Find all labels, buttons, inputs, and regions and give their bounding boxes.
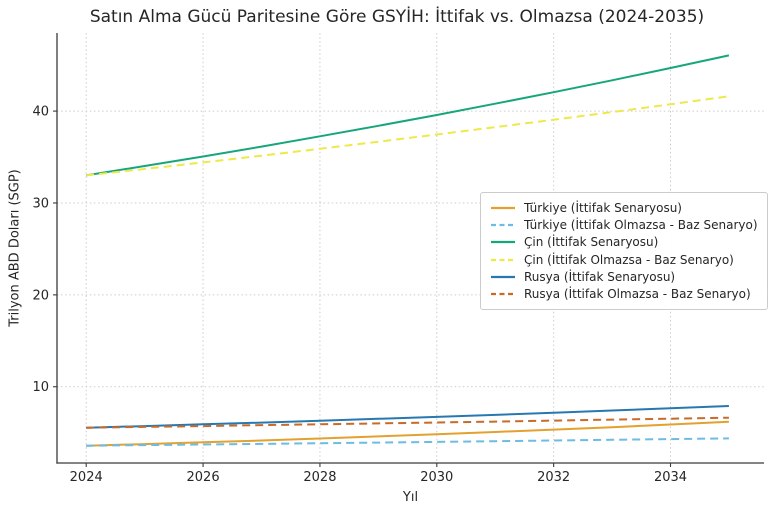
y-tick-label: 20 xyxy=(32,288,49,303)
legend-label: Çin (İttifak Olmazsa - Baz Senaryo) xyxy=(524,252,734,267)
chart-title: Satın Alma Gücü Paritesine Göre GSYİH: İ… xyxy=(89,7,705,27)
y-tick-label: 10 xyxy=(32,380,49,395)
x-axis-label: Yıl xyxy=(402,490,419,505)
legend-swatch-dashed-line-icon xyxy=(491,258,515,261)
series-line-cin-baz xyxy=(86,95,730,177)
x-tick-label: 2024 xyxy=(70,470,103,485)
legend-swatch-solid-line-icon xyxy=(491,241,515,244)
legend-swatch-solid-line-icon xyxy=(491,275,515,279)
legend-label: Çin (İttifak Senaryosu) xyxy=(524,235,659,250)
series-line-cin-ittifak xyxy=(86,54,730,177)
legend-swatch-dashed-line-icon xyxy=(491,293,515,296)
x-tick-label: 2026 xyxy=(187,470,220,485)
legend-item-cin-baz: Çin (İttifak Olmazsa - Baz Senaryo) xyxy=(490,253,758,267)
legend-swatch-solid-line-icon xyxy=(491,206,515,209)
x-tick-label: 2028 xyxy=(303,470,336,485)
legend-label: Rusya (İttifak Senaryosu) xyxy=(524,269,676,284)
series-line-rusya-ittifak xyxy=(86,405,729,429)
legend-item-turkiye-ittifak: Türkiye (İttifak Senaryosu) xyxy=(490,201,758,215)
y-tick-label: 40 xyxy=(32,105,49,120)
x-tick-label: 2034 xyxy=(654,470,687,485)
series-line-turkiye-baz xyxy=(86,437,729,447)
legend-item-cin-ittifak: Çin (İttifak Senaryosu) xyxy=(490,235,758,249)
legend-swatch-dashed-line-icon xyxy=(491,223,515,227)
legend-label: Türkiye (İttifak Senaryosu) xyxy=(524,200,682,215)
series-line-rusya-baz xyxy=(86,416,729,429)
series-line-turkiye-ittifak xyxy=(86,420,729,447)
legend-label: Türkiye (İttifak Olmazsa - Baz Senaryo) xyxy=(524,217,758,232)
x-tick-label: 2030 xyxy=(420,470,453,485)
legend-item-turkiye-baz: Türkiye (İttifak Olmazsa - Baz Senaryo) xyxy=(490,218,758,232)
legend-item-rusya-baz: Rusya (İttifak Olmazsa - Baz Senaryo) xyxy=(490,287,758,301)
y-tick-label: 30 xyxy=(32,196,49,211)
legend-box: Türkiye (İttifak Senaryosu) Türkiye (İtti… xyxy=(480,192,768,310)
legend-item-rusya-ittifak: Rusya (İttifak Senaryosu) xyxy=(490,270,758,284)
x-tick-label: 2032 xyxy=(537,470,570,485)
legend-label: Rusya (İttifak Olmazsa - Baz Senaryo) xyxy=(524,287,751,302)
